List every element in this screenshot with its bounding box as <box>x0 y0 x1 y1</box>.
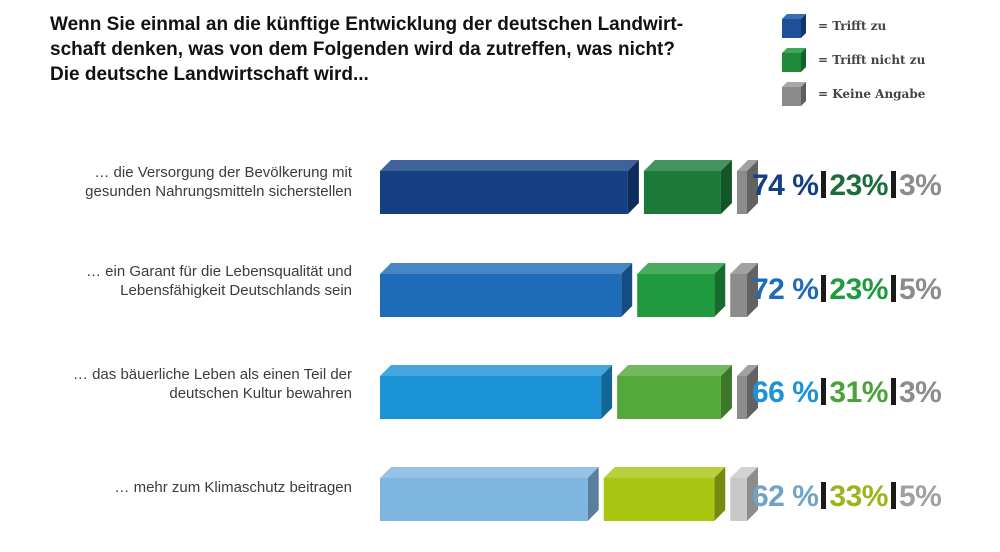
bar-row-3-trifft-zu <box>380 376 602 419</box>
bar-top-row-4-trifft-nicht-zu <box>603 467 726 478</box>
question-line-1: Wenn Sie einmal an die künftige Entwickl… <box>50 14 684 35</box>
pct-row-1-trifft-zu: 74 % <box>752 169 819 202</box>
pct-separator <box>821 482 827 509</box>
bar-top-row-4-keine-angabe <box>730 467 758 478</box>
pct-row-2-trifft-nicht-zu: 23% <box>829 273 888 306</box>
bar-side-row-4-trifft-nicht-zu <box>714 467 726 521</box>
pct-row-4-trifft-zu: 62 % <box>752 480 819 513</box>
row-label-3-line-1: … das bäuerliche Leben als einen Teil de… <box>72 366 352 383</box>
pct-row-1-trifft-nicht-zu: 23% <box>829 169 888 202</box>
bar-row-4-trifft-zu <box>380 478 588 521</box>
row-label-2-line-2: Lebensfähigkeit Deutschlands sein <box>120 282 352 299</box>
row-label-3: … das bäuerliche Leben als einen Teil de… <box>20 365 352 403</box>
pct-row-2-keine-angabe: 5% <box>898 273 942 306</box>
bar-side-row-1-trifft-nicht-zu <box>720 160 732 214</box>
question-title: Wenn Sie einmal an die künftige Entwickl… <box>50 12 750 87</box>
bar-row-2-keine-angabe <box>730 274 747 317</box>
bar-row-3-trifft-nicht-zu <box>617 376 721 419</box>
pct-row-4-keine-angabe: 5% <box>898 480 942 513</box>
row-label-1-line-2: gesunden Nahrungsmitteln sicherstellen <box>85 183 352 200</box>
bar-top-row-2-trifft-nicht-zu <box>637 263 726 274</box>
pct-separator <box>890 171 896 198</box>
pct-row-4-trifft-nicht-zu: 33% <box>829 480 888 513</box>
pct-row-3-trifft-zu: 66 % <box>752 376 819 409</box>
pct-separator <box>890 482 896 509</box>
legend-label-trifft-nicht-zu: = Trifft nicht zu <box>818 53 926 67</box>
pct-row-3-keine-angabe: 3% <box>898 376 942 409</box>
bar-top-row-3-trifft-zu <box>380 365 613 376</box>
pct-separator <box>890 275 896 302</box>
row-label-1: … die Versorgung der Bevölkerung mit ges… <box>20 163 352 201</box>
bar-row-2-trifft-zu <box>380 274 622 317</box>
pct-row-2: 72 % 23% 5% <box>752 273 972 307</box>
legend-swatch-keine-angabe <box>782 82 806 106</box>
bar-row-2-trifft-nicht-zu <box>637 274 715 317</box>
question-line-2: schaft denken, was von dem Folgenden wir… <box>50 39 675 60</box>
pct-row-3-trifft-nicht-zu: 31% <box>829 376 888 409</box>
pct-separator <box>890 378 896 405</box>
bar-row-4-trifft-nicht-zu <box>603 478 715 521</box>
pct-separator <box>821 275 827 302</box>
bar-top-row-1-keine-angabe <box>736 160 758 171</box>
bar-side-row-1-keine-angabe <box>747 160 758 214</box>
row-label-3-line-2: deutschen Kultur bewahren <box>169 385 352 402</box>
bar-top-row-3-keine-angabe <box>736 365 758 376</box>
bar-side-row-4-keine-angabe <box>747 467 758 521</box>
bar-top-row-2-trifft-zu <box>380 263 633 274</box>
bar-row-4-keine-angabe <box>730 478 747 521</box>
bar-side-row-2-keine-angabe <box>747 263 758 317</box>
bar-row-1-keine-angabe <box>736 171 747 214</box>
bar-side-row-3-trifft-zu <box>601 365 613 419</box>
pct-separator <box>821 378 827 405</box>
pct-row-2-trifft-zu: 72 % <box>752 273 819 306</box>
pct-row-1: 74 % 23% 3% <box>752 169 972 203</box>
row-label-4-line-1: … mehr zum Klimaschutz beitragen <box>114 479 352 496</box>
bar-row-1-trifft-nicht-zu <box>643 171 721 214</box>
pct-separator <box>821 171 827 198</box>
legend-swatch-trifft-zu <box>782 14 806 38</box>
bar-side-row-1-trifft-zu <box>627 160 639 214</box>
row-label-2-line-1: … ein Garant für die Lebensqualität und <box>85 263 352 280</box>
bar-top-row-1-trifft-zu <box>380 160 639 171</box>
legend-label-keine-angabe: = Keine Angabe <box>818 87 926 101</box>
row-label-1-line-1: … die Versorgung der Bevölkerung mit <box>94 164 352 181</box>
pct-row-3: 66 % 31% 3% <box>752 376 972 410</box>
bar-top-row-3-trifft-nicht-zu <box>617 365 732 376</box>
question-line-3: Die deutsche Landwirtschaft wird... <box>50 64 369 85</box>
bar-side-row-3-trifft-nicht-zu <box>720 365 732 419</box>
bar-side-row-2-trifft-zu <box>621 263 633 317</box>
bar-side-row-3-keine-angabe <box>747 365 758 419</box>
bar-side-row-2-trifft-nicht-zu <box>714 263 726 317</box>
legend-swatch-trifft-nicht-zu <box>782 48 806 72</box>
pct-row-1-keine-angabe: 3% <box>898 169 942 202</box>
bar-row-1-trifft-zu <box>380 171 628 214</box>
legend-label-trifft-zu: = Trifft zu <box>818 19 887 33</box>
bar-top-row-4-trifft-zu <box>380 467 599 478</box>
row-label-4: … mehr zum Klimaschutz beitragen <box>20 478 352 497</box>
row-label-2: … ein Garant für die Lebensqualität und … <box>20 262 352 300</box>
bar-top-row-1-trifft-nicht-zu <box>643 160 732 171</box>
pct-row-4: 62 % 33% 5% <box>752 480 972 514</box>
bar-row-3-keine-angabe <box>736 376 747 419</box>
bar-top-row-2-keine-angabe <box>730 263 758 274</box>
bar-side-row-4-trifft-zu <box>587 467 599 521</box>
